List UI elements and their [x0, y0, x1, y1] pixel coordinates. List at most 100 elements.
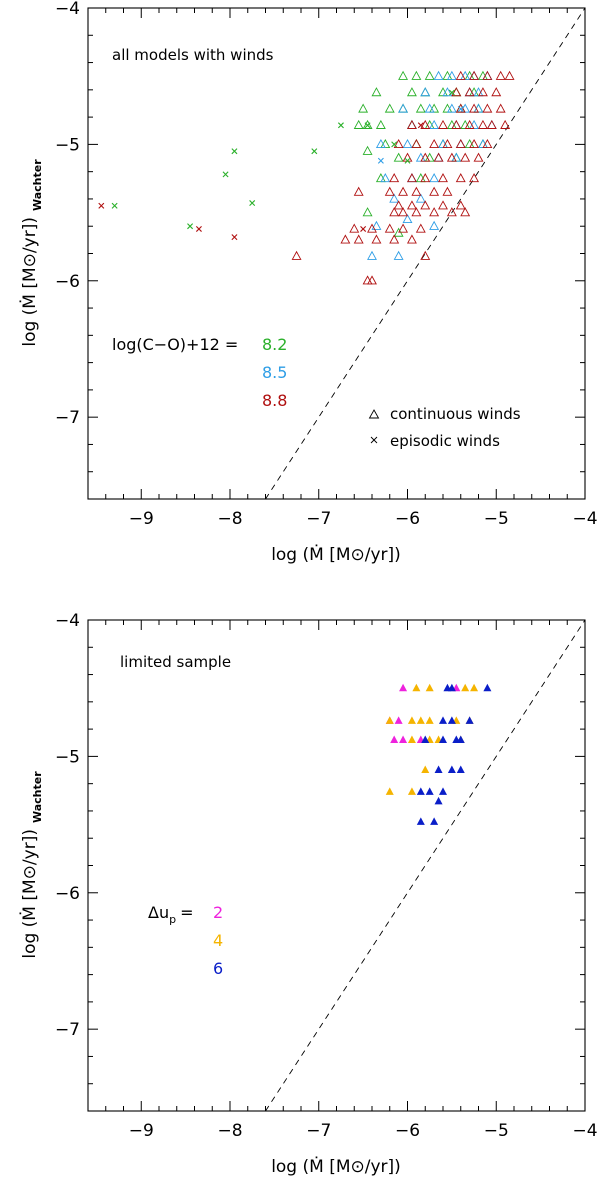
top-episodic-point: [249, 200, 256, 207]
top-episodic-point: [195, 225, 202, 232]
top-continuous-point: [411, 207, 422, 217]
top-continuous-point: [398, 207, 409, 217]
top-episodic-point: [98, 202, 105, 209]
top-continuous-point: [362, 275, 373, 285]
bottom-sample-point: [439, 716, 447, 724]
top-continuous-point: [424, 70, 435, 80]
top-continuous-point: [469, 173, 480, 183]
top-continuous-point: [455, 138, 466, 149]
bottom-data-points: [265, 619, 586, 1112]
top-ticks: −9 −8 −7 −6 −5 −4 −7 −6 −5 −4: [55, 0, 598, 529]
top-continuous-point: [442, 138, 453, 149]
bottom-x-axis-label: log (Ṁ [M⊙/yr]): [271, 1156, 401, 1177]
top-continuous-point: [389, 173, 400, 183]
bottom-sample-point: [394, 716, 403, 724]
top-continuous-point: [469, 70, 480, 80]
top-episodic-point: [364, 122, 371, 129]
bottom-sample-point: [434, 796, 443, 805]
top-plot-frame: [87, 7, 586, 500]
top-continuous-point: [495, 70, 506, 80]
top-continuous-point: [420, 87, 431, 97]
bottom-sample-point: [425, 787, 434, 795]
bottom-sample-point: [447, 683, 456, 692]
top-continuous-point: [371, 87, 382, 97]
top-episodic-point: [448, 89, 455, 96]
top-continuous-point: [500, 119, 511, 129]
top-continuous-point: [442, 186, 453, 196]
top-panel-title: all models with winds: [112, 46, 274, 64]
top-episodic-point: [337, 122, 344, 129]
top-continuous-point: [446, 152, 457, 162]
bottom-sample-point: [425, 683, 434, 692]
top-continuous-point: [446, 103, 457, 113]
top-continuous-point: [460, 119, 471, 129]
top-continuous-point: [477, 138, 488, 149]
top-continuous-point: [415, 173, 426, 183]
top-continuous-point: [420, 173, 431, 183]
top-panel: −9 −8 −7 −6 −5 −4 −7 −6 −5 −4 all models with win…: [19, 0, 598, 565]
top-continuous-point: [384, 186, 395, 196]
top-continuous-point: [433, 70, 444, 80]
top-continuous-point: [371, 234, 382, 244]
bottom-sample-point: [434, 765, 443, 774]
top-continuous-point: [464, 87, 475, 97]
top-continuous-point: [420, 152, 431, 162]
top-continuous-point: [411, 186, 422, 196]
top-continuous-point: [406, 234, 417, 244]
top-continuous-point: [495, 103, 506, 113]
top-continuous-point: [380, 173, 391, 183]
top-continuous-point: [455, 138, 466, 149]
top-continuous-point: [424, 119, 435, 129]
bottom-sample-point: [447, 765, 456, 774]
top-continuous-point: [438, 119, 448, 129]
top-episodic-point: [360, 225, 367, 232]
top-continuous-point: [411, 138, 422, 149]
top-continuous-point: [469, 119, 480, 129]
bottom-sample-point: [439, 735, 447, 744]
top-legend-value-8.5: 8.5: [262, 363, 287, 382]
top-continuous-point: [424, 152, 435, 162]
bottom-sample-point: [399, 735, 408, 744]
top-continuous-point: [291, 250, 302, 260]
top-x-tick-label: −9: [129, 509, 154, 529]
bottom-plot-frame: [87, 619, 586, 1112]
bottom-sample-point: [439, 787, 447, 795]
top-continuous-point: [451, 119, 462, 129]
bottom-sample-point: [430, 817, 439, 825]
top-data-points: [98, 7, 586, 500]
top-continuous-point: [371, 220, 382, 230]
bottom-one-to-one-line: [265, 619, 586, 1112]
continuous-winds-legend-label: continuous winds: [390, 405, 521, 423]
top-continuous-point: [393, 200, 404, 210]
svg-text:log (Ṁ [M⊙/yr])Wachter: log (Ṁ [M⊙/yr]) Wachter: [19, 771, 44, 959]
top-continuous-point: [486, 119, 497, 129]
bottom-sample-point: [407, 787, 416, 795]
bottom-panel-title: limited sample: [120, 653, 231, 671]
bottom-sample-point: [399, 683, 408, 692]
top-continuous-point: [469, 87, 480, 97]
bottom-x-tick-label: −8: [217, 1121, 242, 1141]
bottom-sample-point: [461, 683, 470, 692]
top-continuous-point: [464, 87, 475, 97]
top-continuous-point: [406, 87, 417, 97]
bottom-sample-point: [385, 787, 394, 795]
top-continuous-point: [406, 173, 417, 183]
bottom-y-axis-label: log (Ṁ [M⊙/yr]) Wachter: [19, 771, 44, 959]
bottom-legend-title-sub: p: [169, 913, 176, 926]
top-continuous-point: [429, 220, 440, 230]
bottom-sample-point: [416, 787, 425, 795]
top-continuous-point: [455, 173, 466, 183]
top-continuous-point: [477, 119, 488, 129]
top-y-tick-label: −6: [55, 272, 80, 292]
bottom-y-tick-label: −4: [55, 611, 80, 631]
top-continuous-point: [438, 200, 448, 210]
top-continuous-point: [415, 152, 426, 162]
bottom-sample-point: [390, 735, 399, 744]
top-continuous-point: [384, 103, 395, 113]
top-continuous-point: [420, 250, 431, 260]
top-episodic-point: [231, 234, 238, 241]
bottom-legend-title-main: Δu: [148, 903, 169, 922]
top-continuous-point: [469, 103, 480, 113]
top-continuous-point: [469, 138, 480, 149]
